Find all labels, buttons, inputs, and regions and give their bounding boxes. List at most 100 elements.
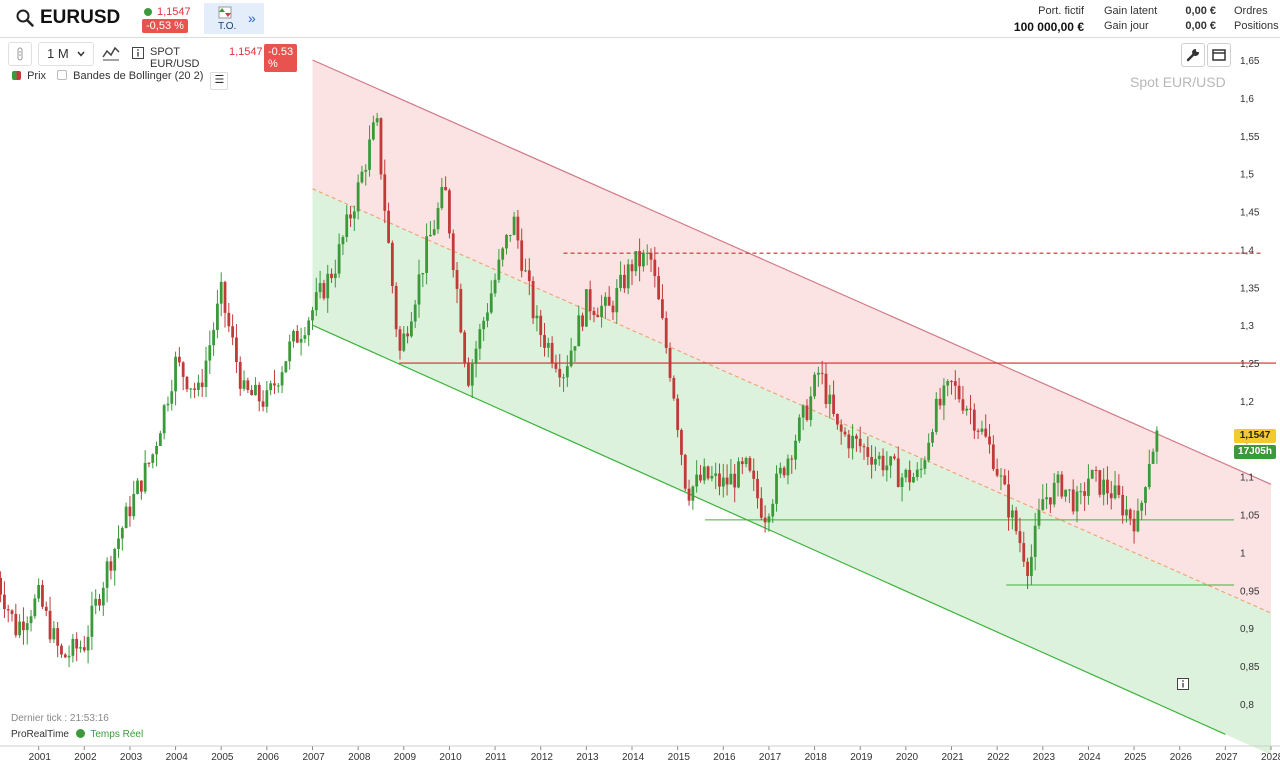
chevron-double-right-icon[interactable]: » xyxy=(248,10,256,26)
candle-body xyxy=(619,274,622,289)
candle-body xyxy=(0,577,3,595)
candle-body xyxy=(94,598,98,606)
candle-body xyxy=(980,428,984,432)
grip-icon xyxy=(17,47,23,61)
candle-body xyxy=(843,431,847,435)
list-icon[interactable]: ☰ xyxy=(210,72,229,90)
positions-link[interactable]: Positions xyxy=(1234,20,1279,32)
candle-body xyxy=(969,408,972,410)
chart-watermark: Spot EUR/USD xyxy=(1130,74,1226,90)
last-tick-time: Dernier tick : 21:53:16 xyxy=(11,713,109,724)
chart-info-icon[interactable] xyxy=(1177,677,1189,690)
candle-body xyxy=(177,356,181,363)
candle-body xyxy=(463,332,467,363)
y-axis-tick-label: 1 xyxy=(1240,548,1246,559)
candle-body xyxy=(680,429,683,455)
candle-body xyxy=(870,456,874,465)
search-icon[interactable] xyxy=(16,9,34,27)
candle-body xyxy=(341,237,345,245)
candle-body xyxy=(600,305,603,318)
instrument-change-badge: -0.53 % xyxy=(264,44,298,72)
candle-body xyxy=(432,229,436,235)
y-axis-tick-label: 0,9 xyxy=(1240,624,1254,635)
candle-body xyxy=(204,360,208,388)
y-axis-tick-label: 1,5 xyxy=(1240,170,1254,181)
candle-body xyxy=(421,272,425,275)
candle-body xyxy=(577,315,581,347)
candle-body xyxy=(158,433,162,446)
timeframe-select[interactable]: 1 M xyxy=(38,42,94,66)
legend-bollinger[interactable]: Bandes de Bollinger (20 2) xyxy=(57,70,206,82)
candle-body xyxy=(212,329,216,346)
x-axis-tick-label: 2020 xyxy=(896,752,919,760)
candle-body xyxy=(337,244,341,274)
candle-body xyxy=(86,636,90,651)
window-icon xyxy=(1212,49,1226,61)
candle-body xyxy=(1106,479,1109,494)
candle-body xyxy=(737,461,740,488)
wrench-button[interactable] xyxy=(1181,43,1205,67)
candle-body xyxy=(950,381,953,383)
orders-positions[interactable]: Ordres Positions xyxy=(1234,5,1279,32)
candle-body xyxy=(470,363,474,386)
candle-body xyxy=(139,480,143,492)
candle-body xyxy=(672,377,676,399)
symbol-search[interactable]: EURUSD xyxy=(0,0,138,37)
x-axis-tick-label: 2002 xyxy=(74,752,97,760)
realtime-dot xyxy=(75,729,85,738)
candle-body xyxy=(1068,489,1071,491)
candle-body xyxy=(269,383,273,391)
gain-labels: Gain latent Gain jour xyxy=(1104,5,1157,32)
gain-latent-label: Gain latent xyxy=(1104,5,1158,17)
candle-body xyxy=(311,310,314,321)
candle-body xyxy=(52,628,56,640)
x-axis-tick-label: 2012 xyxy=(531,752,554,760)
orders-link[interactable]: Ordres xyxy=(1234,5,1268,17)
symbol-name[interactable]: EURUSD xyxy=(40,7,121,28)
candle-body xyxy=(1003,475,1007,485)
proreal-time-brand: ProRealTime xyxy=(11,729,69,740)
candle-body xyxy=(467,362,470,386)
candle-body xyxy=(554,362,558,369)
candle-body xyxy=(132,493,136,517)
candle-body xyxy=(109,561,113,571)
candle-body xyxy=(136,480,139,494)
candle-body xyxy=(934,398,938,433)
candle-body xyxy=(489,293,493,313)
candle-body xyxy=(565,366,569,378)
candle-body xyxy=(455,270,459,289)
candle-body xyxy=(368,139,371,170)
candle-body xyxy=(196,382,200,390)
candle-body xyxy=(801,405,805,418)
candle-body xyxy=(330,273,333,279)
candle-body xyxy=(425,236,429,273)
candle-body xyxy=(379,118,383,175)
candle-body xyxy=(524,270,527,272)
candle-body xyxy=(915,469,919,478)
x-axis-tick-label: 2028 xyxy=(1261,752,1280,760)
x-axis-tick-label: 2021 xyxy=(942,752,965,760)
candle-body xyxy=(63,654,67,658)
candle-body xyxy=(273,383,276,386)
candle-body xyxy=(162,405,166,434)
x-axis-tick-label: 2001 xyxy=(29,752,52,760)
candle-body xyxy=(257,384,261,402)
candle-body xyxy=(276,385,280,387)
x-axis-tick-label: 2022 xyxy=(987,752,1010,760)
candle-body xyxy=(295,330,299,343)
candle-body xyxy=(250,389,254,396)
candle-body xyxy=(387,210,390,243)
candle-body xyxy=(1033,525,1037,557)
candle-body xyxy=(307,320,311,336)
trading-order-button[interactable]: T.O. » xyxy=(204,3,264,34)
info-icon[interactable] xyxy=(132,47,144,59)
candle-body xyxy=(756,478,759,499)
candle-body xyxy=(550,342,554,363)
window-button[interactable] xyxy=(1207,43,1231,67)
legend-price[interactable]: Prix xyxy=(12,70,49,82)
drag-handle[interactable] xyxy=(8,42,32,66)
candle-body xyxy=(364,169,368,172)
candle-body xyxy=(1026,561,1029,576)
chart-type-button[interactable] xyxy=(100,42,122,64)
